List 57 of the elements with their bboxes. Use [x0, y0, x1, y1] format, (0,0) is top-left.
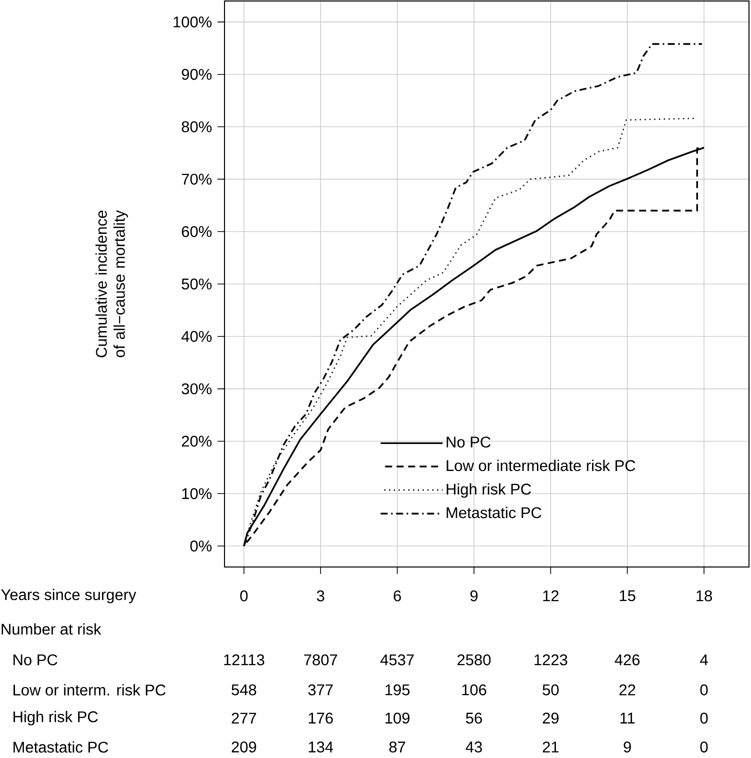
x-tick-label: 0	[240, 590, 248, 602]
text: 548	[232, 684, 256, 696]
y-tick-label: 30%	[182, 383, 212, 394]
x-tick-label: 18	[696, 590, 712, 602]
legend-label: High risk PC	[446, 483, 532, 498]
text: 4537	[380, 654, 414, 666]
x-axis-title: Years since surgery	[1, 588, 136, 604]
text: 2580	[458, 654, 491, 666]
legend-label: Low or intermediate risk PC	[446, 460, 636, 472]
text: 11	[620, 712, 635, 724]
text: 176	[308, 712, 333, 724]
text: 22	[619, 684, 636, 696]
x-tick-label: 3	[316, 590, 324, 602]
y-tick-label: 20%	[182, 436, 212, 447]
y-tick-label: 0%	[190, 540, 212, 552]
text: 195	[386, 684, 410, 696]
text: 43	[466, 741, 482, 752]
text: 209	[232, 741, 256, 752]
text: No PC	[14, 654, 58, 666]
text: Number at risk	[2, 623, 102, 635]
y-tick-label: 60%	[182, 226, 212, 238]
text: 56	[466, 712, 482, 724]
y-tick-label: 80%	[182, 121, 212, 132]
text: 12113	[224, 654, 264, 666]
text: 87	[389, 741, 406, 752]
text: 1223	[534, 654, 568, 666]
text: 134	[308, 741, 334, 752]
text: High risk PC	[14, 710, 98, 726]
text: 0	[700, 684, 708, 696]
x-tick-label: 12	[543, 590, 558, 602]
x-tick-label: 9	[470, 590, 478, 602]
y-tick-label: 90%	[182, 68, 212, 80]
text: 0	[700, 741, 708, 752]
text: 277	[232, 712, 256, 724]
y-tick-label: 100%	[174, 16, 212, 28]
x-tick-label: 15	[620, 590, 636, 602]
text: 7807	[304, 654, 338, 666]
text: 109	[386, 712, 410, 724]
text: 426	[614, 654, 640, 666]
text: 9	[624, 741, 631, 752]
text: 377	[308, 684, 333, 696]
y-tick-label: 50%	[182, 278, 212, 290]
x-tick-label: 6	[394, 590, 401, 602]
y-tick-label: 40%	[181, 330, 212, 342]
text: 106	[462, 684, 486, 696]
text: 0	[700, 712, 708, 724]
text: 29	[542, 712, 559, 724]
y-tick-label: 10%	[182, 488, 212, 500]
text: Metastatic PC	[14, 741, 108, 753]
text: Low or interm. risk PC	[14, 684, 166, 696]
legend-label: Metastatic PC	[446, 506, 542, 518]
y-axis-title: Cumulative incidence of all−cause mortality	[96, 210, 128, 358]
y-tick-label: 70%	[182, 174, 212, 185]
text: 4	[700, 654, 708, 666]
text: 21	[542, 742, 559, 752]
legend-label: No PC	[446, 436, 491, 448]
text: 50	[542, 684, 559, 696]
